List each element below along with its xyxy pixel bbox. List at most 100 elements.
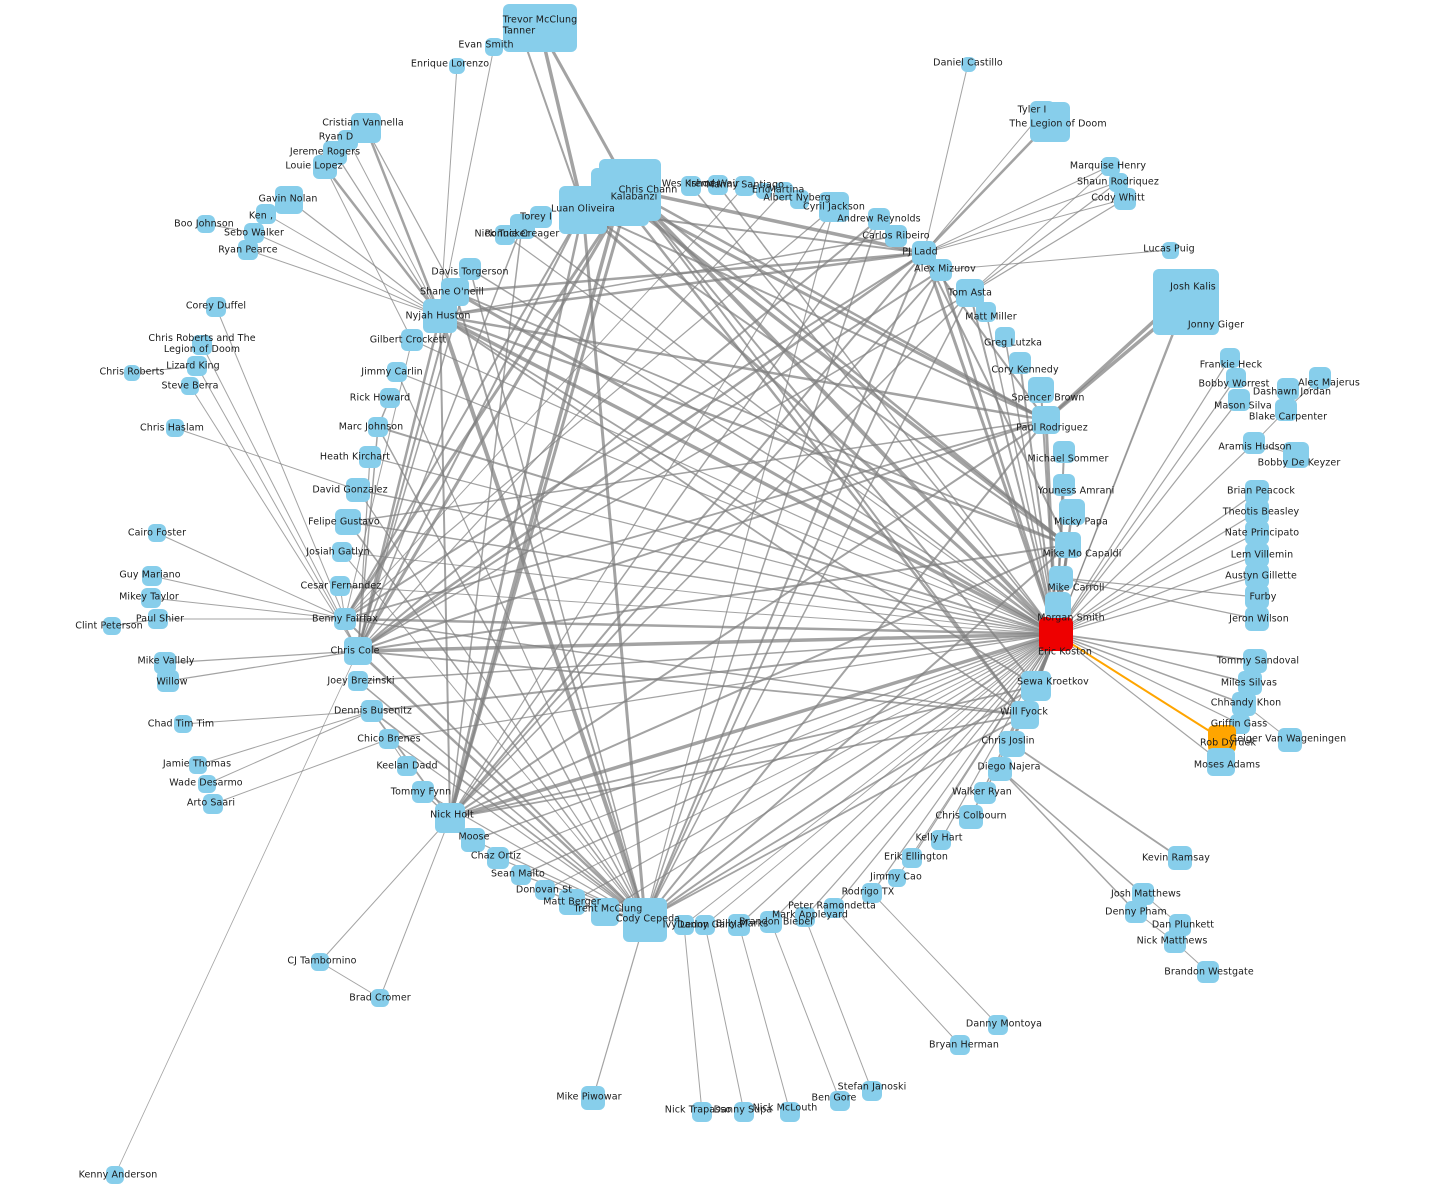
graph-edge[interactable] — [182, 710, 373, 725]
graph-edge[interactable] — [439, 235, 897, 317]
graph-node[interactable] — [449, 58, 465, 74]
graph-node[interactable] — [348, 671, 368, 691]
graph-node[interactable] — [1032, 406, 1060, 434]
graph-edge[interactable] — [344, 419, 1047, 620]
graph-node[interactable] — [198, 775, 216, 793]
graph-node[interactable] — [695, 915, 715, 935]
graph-edge[interactable] — [189, 385, 359, 652]
graph-edge[interactable] — [347, 419, 1047, 523]
graph-node[interactable] — [275, 186, 303, 214]
graph-edge[interactable] — [150, 597, 346, 620]
graph-edge[interactable] — [1055, 575, 1258, 635]
graph-node[interactable] — [1132, 883, 1154, 905]
graph-node[interactable] — [1243, 649, 1267, 673]
graph-node[interactable] — [760, 911, 782, 933]
graph-node[interactable] — [311, 953, 329, 971]
graph-node[interactable] — [1226, 368, 1246, 388]
graph-edge[interactable] — [449, 225, 523, 819]
graph-edge[interactable] — [923, 112, 1043, 254]
graph-edge[interactable] — [644, 269, 942, 921]
graph-edge[interactable] — [629, 188, 1047, 422]
graph-node[interactable] — [559, 889, 585, 915]
graph-node[interactable] — [795, 907, 815, 927]
graph-node[interactable] — [728, 914, 750, 936]
graph-edge[interactable] — [738, 633, 1057, 926]
graph-node[interactable] — [166, 419, 184, 437]
graph-node[interactable] — [1039, 617, 1073, 651]
graph-node[interactable] — [1011, 701, 1039, 729]
graph-edge[interactable] — [592, 919, 646, 1099]
graph-edge[interactable] — [449, 632, 1057, 820]
graph-node[interactable] — [775, 182, 793, 200]
graph-node[interactable] — [681, 176, 701, 196]
graph-edge[interactable] — [439, 65, 458, 317]
graph-node[interactable] — [1207, 748, 1235, 776]
graph-node[interactable] — [1161, 241, 1179, 259]
graph-edge[interactable] — [357, 292, 971, 652]
graph-edge[interactable] — [347, 139, 441, 317]
graph-edge[interactable] — [357, 633, 1057, 682]
graph-node[interactable] — [692, 1102, 712, 1122]
graph-edge[interactable] — [371, 710, 646, 921]
graph-node[interactable] — [1021, 671, 1051, 701]
graph-edge[interactable] — [604, 633, 1057, 913]
graph-node[interactable] — [401, 329, 423, 351]
graph-edge[interactable] — [448, 209, 585, 819]
graph-edge[interactable] — [151, 575, 346, 620]
graph-edge[interactable] — [923, 252, 1069, 546]
graph-edge[interactable] — [357, 632, 1057, 653]
graph-edge[interactable] — [174, 427, 359, 491]
graph-edge[interactable] — [1055, 633, 1241, 725]
graph-node[interactable] — [148, 609, 168, 629]
graph-edge[interactable] — [197, 710, 373, 766]
graph-edge[interactable] — [196, 365, 359, 652]
graph-node[interactable] — [1283, 442, 1309, 468]
graph-node[interactable] — [888, 869, 906, 887]
graph-node[interactable] — [1055, 532, 1081, 558]
graph-node[interactable] — [1009, 352, 1031, 374]
graph-node[interactable] — [487, 847, 509, 869]
graph-edge[interactable] — [164, 650, 359, 664]
graph-node[interactable] — [148, 524, 166, 542]
graph-node[interactable] — [330, 576, 350, 596]
graph-edge[interactable] — [357, 251, 925, 653]
graph-node[interactable] — [960, 56, 976, 72]
graph-edge[interactable] — [439, 314, 1047, 422]
graph-edge[interactable] — [364, 127, 442, 317]
graph-node[interactable] — [674, 915, 694, 935]
graph-edge[interactable] — [683, 633, 1057, 926]
graph-node[interactable] — [1245, 500, 1269, 524]
graph-edge[interactable] — [871, 892, 999, 1026]
graph-edge[interactable] — [1055, 633, 1251, 684]
graph-edge[interactable] — [253, 232, 441, 317]
graph-node[interactable] — [931, 830, 951, 850]
graph-edge[interactable] — [923, 198, 1126, 254]
graph-edge[interactable] — [469, 268, 1057, 635]
graph-node[interactable] — [187, 356, 207, 376]
graph-node[interactable] — [106, 1166, 124, 1184]
graph-node[interactable] — [780, 1102, 800, 1122]
graph-node[interactable] — [1053, 474, 1075, 496]
graph-node[interactable] — [735, 176, 755, 196]
graph-edge[interactable] — [356, 315, 442, 652]
graph-edge[interactable] — [704, 633, 1057, 926]
graph-node[interactable] — [902, 848, 922, 868]
graph-edge[interactable] — [319, 961, 381, 999]
graph-edge[interactable] — [449, 292, 971, 819]
graph-edge[interactable] — [341, 551, 1057, 635]
graph-edge[interactable] — [439, 314, 1057, 636]
graph-edge[interactable] — [833, 907, 961, 1046]
graph-edge[interactable] — [969, 165, 1111, 294]
graph-edge[interactable] — [449, 218, 880, 819]
graph-edge[interactable] — [449, 269, 942, 819]
graph-node[interactable] — [1277, 378, 1299, 400]
graph-node[interactable] — [334, 608, 356, 630]
graph-edge[interactable] — [377, 426, 646, 921]
graph-node[interactable] — [141, 588, 161, 608]
graph-edge[interactable] — [770, 633, 1057, 923]
graph-node[interactable] — [1049, 566, 1073, 590]
graph-node[interactable] — [950, 1035, 970, 1055]
graph-edge[interactable] — [341, 551, 646, 921]
graph-edge[interactable] — [1055, 633, 1222, 763]
graph-node[interactable] — [485, 38, 503, 56]
